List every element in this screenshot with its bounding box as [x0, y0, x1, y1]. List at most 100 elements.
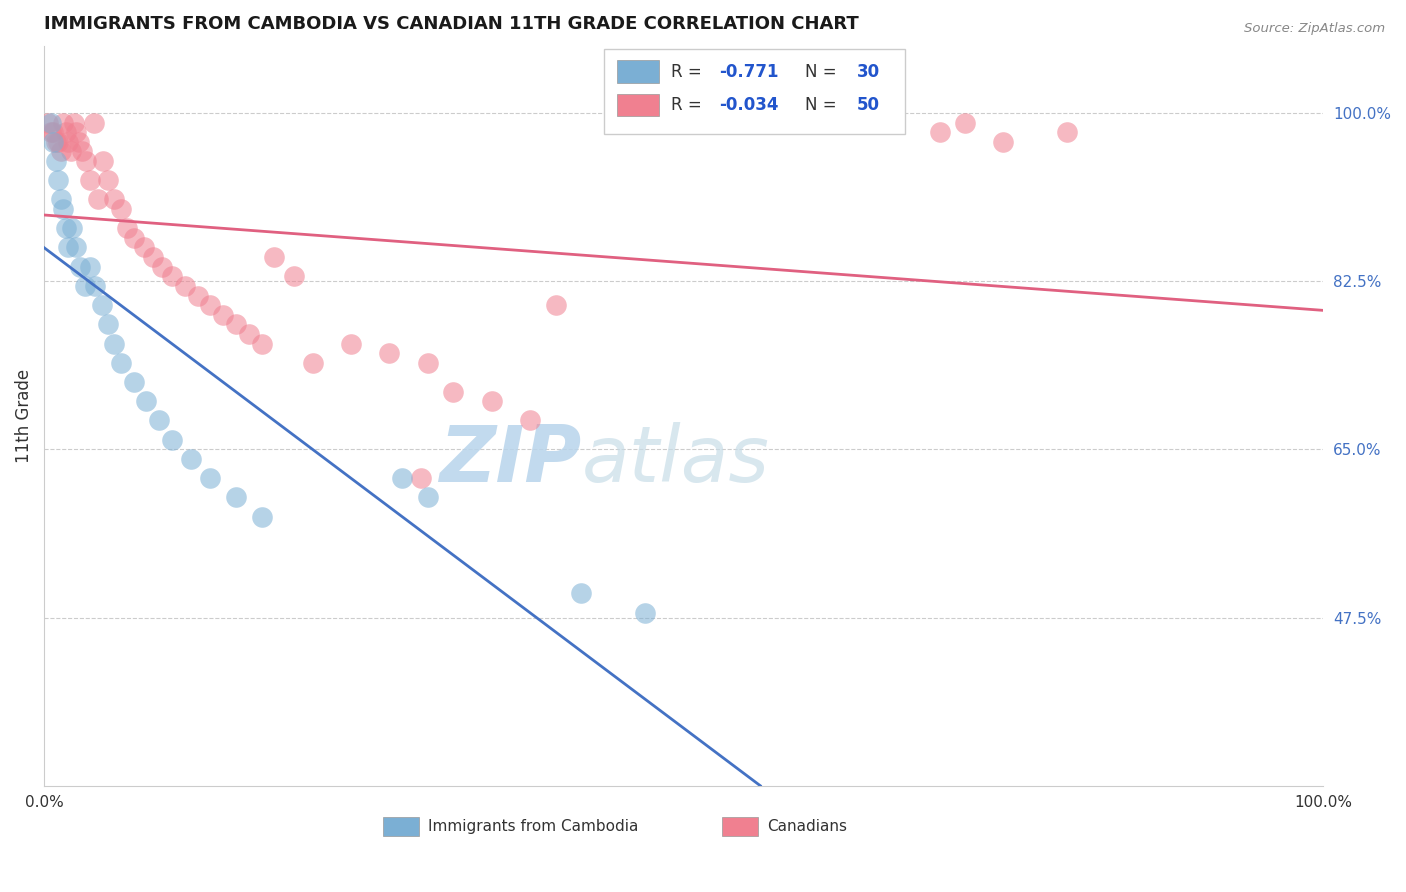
Point — [65, 240, 87, 254]
FancyBboxPatch shape — [382, 817, 419, 836]
Text: atlas: atlas — [581, 422, 769, 498]
Point — [378, 346, 401, 360]
Point — [142, 250, 165, 264]
Point — [49, 193, 72, 207]
Text: Canadians: Canadians — [766, 819, 846, 834]
Point — [91, 153, 114, 168]
Point — [212, 308, 235, 322]
Text: 30: 30 — [856, 62, 880, 80]
Text: Immigrants from Cambodia: Immigrants from Cambodia — [427, 819, 638, 834]
Text: IMMIGRANTS FROM CAMBODIA VS CANADIAN 11TH GRADE CORRELATION CHART: IMMIGRANTS FROM CAMBODIA VS CANADIAN 11T… — [44, 15, 859, 33]
Point — [340, 336, 363, 351]
Point — [953, 115, 976, 129]
Point — [1056, 125, 1078, 139]
Text: 50: 50 — [856, 95, 879, 114]
Point — [544, 298, 567, 312]
Point — [97, 173, 120, 187]
Point — [225, 318, 247, 332]
Point — [411, 471, 433, 485]
Point — [160, 433, 183, 447]
Point — [39, 125, 62, 139]
FancyBboxPatch shape — [617, 61, 659, 83]
Point — [79, 260, 101, 274]
Point — [301, 356, 323, 370]
Point — [72, 145, 94, 159]
Point — [58, 135, 80, 149]
FancyBboxPatch shape — [723, 817, 758, 836]
Point — [69, 260, 91, 274]
Point — [180, 451, 202, 466]
Point — [200, 298, 222, 312]
Point — [283, 269, 305, 284]
Y-axis label: 11th Grade: 11th Grade — [15, 368, 32, 463]
Text: R =: R = — [671, 95, 707, 114]
Point — [993, 135, 1015, 149]
Point — [391, 471, 413, 485]
Point — [55, 125, 77, 139]
Point — [42, 125, 65, 139]
Text: -0.034: -0.034 — [720, 95, 779, 114]
Point — [173, 279, 195, 293]
Point — [928, 125, 950, 139]
Point — [42, 135, 65, 149]
Point — [65, 125, 87, 139]
Text: N =: N = — [806, 62, 842, 80]
Text: ZIP: ZIP — [439, 422, 581, 498]
Point — [55, 221, 77, 235]
Point — [45, 135, 67, 149]
Point — [97, 318, 120, 332]
Point — [110, 356, 132, 370]
Point — [45, 153, 67, 168]
Point — [238, 326, 260, 341]
Point — [416, 491, 439, 505]
Point — [135, 394, 157, 409]
Point — [416, 356, 439, 370]
Point — [250, 509, 273, 524]
Point — [263, 250, 285, 264]
Point — [519, 413, 541, 427]
Point — [103, 336, 125, 351]
Point — [148, 413, 170, 427]
Point — [117, 221, 139, 235]
Point — [132, 240, 155, 254]
Point — [39, 115, 62, 129]
Text: N =: N = — [806, 95, 842, 114]
Point — [443, 384, 465, 399]
Point — [52, 202, 75, 216]
Point — [83, 115, 105, 129]
Point — [87, 193, 110, 207]
Point — [58, 240, 80, 254]
Point — [46, 173, 69, 187]
Point — [52, 115, 75, 129]
Text: -0.771: -0.771 — [720, 62, 779, 80]
Point — [59, 145, 82, 159]
Point — [200, 471, 222, 485]
Point — [73, 279, 96, 293]
Point — [569, 586, 592, 600]
Point — [37, 115, 59, 129]
Text: R =: R = — [671, 62, 707, 80]
Point — [225, 491, 247, 505]
Point — [160, 269, 183, 284]
Point — [187, 288, 209, 302]
Point — [481, 394, 503, 409]
Point — [122, 375, 145, 389]
Point — [90, 298, 112, 312]
FancyBboxPatch shape — [617, 94, 659, 116]
Point — [150, 260, 173, 274]
Point — [250, 336, 273, 351]
FancyBboxPatch shape — [605, 49, 905, 135]
Point — [75, 153, 97, 168]
Point — [62, 115, 84, 129]
Point — [49, 145, 72, 159]
Point — [110, 202, 132, 216]
Text: Source: ZipAtlas.com: Source: ZipAtlas.com — [1244, 22, 1385, 36]
Point — [103, 193, 125, 207]
Point — [84, 279, 107, 293]
Point — [79, 173, 101, 187]
Point — [122, 231, 145, 245]
Point — [60, 221, 83, 235]
Point — [46, 135, 69, 149]
Point — [67, 135, 90, 149]
Point — [634, 606, 657, 620]
